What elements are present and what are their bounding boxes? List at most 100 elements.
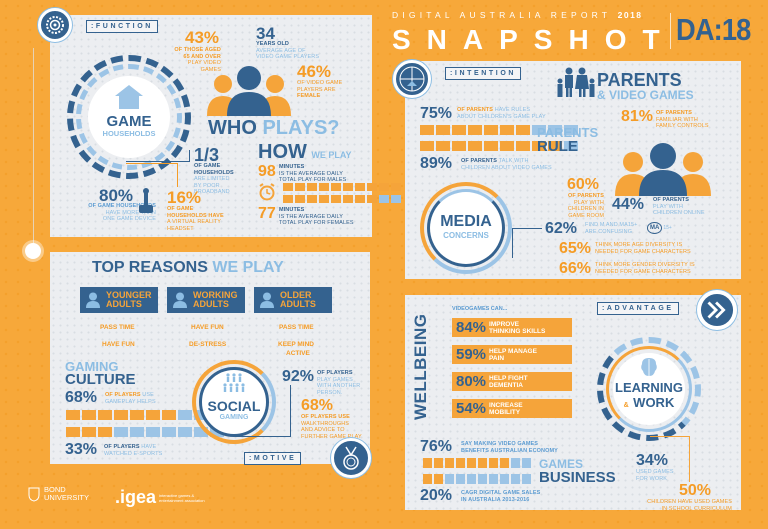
stat-81-line2: FAMILIAR WITH bbox=[656, 116, 698, 123]
parents-title: PARENTS bbox=[597, 70, 682, 90]
timeline-node bbox=[25, 243, 41, 259]
group-younger-a: YOUNGER bbox=[106, 290, 152, 300]
stat-34w-value: 34% bbox=[636, 452, 669, 469]
top-reasons-b: WE PLAY bbox=[212, 259, 284, 276]
stat-75-value: 75% bbox=[420, 105, 453, 122]
stat-43-value: 43% bbox=[185, 28, 220, 47]
wb-54-l1: INCREASE bbox=[489, 401, 523, 409]
stat-34w-text: USED GAMES FOR WORK bbox=[636, 469, 674, 482]
females-minutes-value: 77 bbox=[258, 205, 276, 222]
stat-81-line1: OF PARENTS bbox=[656, 110, 693, 116]
person-icon bbox=[260, 292, 274, 308]
how-we-play-title: HOW WE PLAY bbox=[258, 141, 352, 164]
stat-33-line2: WATCHED E-SPORTS bbox=[104, 450, 163, 457]
stat-66-line2: NEEDED FOR GAME CHARACTERS bbox=[595, 268, 691, 275]
stat-16-line4: HEADSET bbox=[167, 225, 194, 232]
stat-13-line3: ARE LIMITED bbox=[194, 176, 230, 182]
group-working-b: ADULTS bbox=[193, 299, 229, 309]
stat-13-line4: BY POOR bbox=[194, 182, 220, 189]
games-business-a: GAMES bbox=[539, 457, 584, 471]
header: DIGITAL AUSTRALIA REPORT 2018 SNAPSHOT D… bbox=[392, 10, 762, 55]
bond-university-logo: BOND UNIVERSITY bbox=[28, 486, 89, 502]
wb-54-l2: MOBILITY bbox=[489, 408, 521, 416]
stat-65-line1: THINK MORE AGE DIVERSITY IS bbox=[595, 242, 683, 248]
stat-50-line2: IN SCHOOL CURRICULUM bbox=[661, 505, 732, 512]
females-line1: IS THE AVERAGE DAILY bbox=[279, 213, 344, 220]
games-business-b: BUSINESS bbox=[539, 469, 616, 486]
group-working-a: WORKING bbox=[193, 290, 238, 300]
stat-20-text: CAGR DIGITAL GAME SALES IN AUSTRALIA 201… bbox=[461, 490, 540, 503]
connector-92 bbox=[235, 385, 291, 437]
gaming-culture-b: CULTURE bbox=[65, 371, 136, 388]
wb-80-value: 80% bbox=[456, 373, 487, 390]
stat-80-line2: HAVE MORE THAN bbox=[105, 209, 156, 216]
stat-43-line2: 65 AND OVER bbox=[183, 53, 221, 60]
bond-a: BOND bbox=[44, 485, 66, 494]
person-icon bbox=[86, 292, 100, 308]
media-ring-inner bbox=[427, 189, 505, 267]
stat-92-value: 92% bbox=[282, 368, 315, 385]
how-title-b: WE PLAY bbox=[311, 150, 352, 160]
stat-20-line1: CAGR DIGITAL GAME SALES bbox=[461, 490, 541, 496]
wb-84-value: 84% bbox=[456, 319, 487, 336]
stat-44-text: OF PARENTS PLAY WITH CHILDREN ONLINE bbox=[653, 197, 705, 217]
function-badge: :FUNCTION bbox=[86, 20, 158, 33]
stat-75-bars bbox=[420, 125, 578, 135]
stat-80-text: OF GAME HOUSEHOLDS HAVE MORE THAN ONE GA… bbox=[60, 203, 156, 223]
stat-34-text: YEARS OLD AVERAGE AGE OF VIDEO GAME PLAY… bbox=[256, 41, 319, 61]
intention-badge: :INTENTION bbox=[445, 67, 522, 80]
stat-60-line1: OF PARENTS bbox=[567, 193, 604, 199]
igea-sub1: interactive games & bbox=[159, 492, 195, 498]
learning-work-ring bbox=[597, 337, 701, 441]
wb-59-l1: HELP MANAGE bbox=[489, 347, 537, 355]
advantage-badge: :ADVANTAGE bbox=[597, 302, 679, 315]
stat-68b-line2: WALKTHROUGHS bbox=[301, 420, 350, 427]
top-reasons-a: TOP REASONS bbox=[92, 259, 208, 276]
stat-34-line2: AVERAGE AGE OF bbox=[256, 47, 306, 54]
learning-ring-orange bbox=[606, 346, 692, 432]
stat-68a-text: OF PLAYERS USE GAMEPLAY HELPS bbox=[105, 392, 156, 405]
wellbeing-row-80: 80% HELP FIGHT DEMENTIA bbox=[452, 372, 572, 391]
stat-34-line1: YEARS OLD bbox=[256, 41, 289, 47]
social-title: SOCIAL bbox=[207, 398, 261, 414]
stat-60-line4: GAME ROOM bbox=[568, 212, 604, 219]
stat-68b-line3: AND ADVICE TO bbox=[301, 427, 345, 433]
stat-66-value: 66% bbox=[559, 260, 592, 277]
stat-33-value: 33% bbox=[65, 441, 98, 458]
bond-b: UNIVERSITY bbox=[44, 493, 90, 502]
stat-16-line3: A VIRTUAL REALITY bbox=[167, 219, 221, 225]
stat-76-bars bbox=[423, 458, 531, 468]
stat-46-value: 46% bbox=[297, 62, 332, 81]
stat-20-value: 20% bbox=[420, 487, 453, 504]
stat-75-hl: OF PARENTS bbox=[457, 107, 494, 113]
stat-16-value: 16% bbox=[167, 188, 202, 207]
stat-92-line1: OF PLAYERS bbox=[317, 370, 353, 376]
stat-80-line3: ONE GAME DEVICE bbox=[102, 216, 156, 222]
media-concerns-ring bbox=[420, 182, 512, 274]
reason-older-2: KEEP MIND bbox=[278, 341, 314, 348]
stat-33-hl: OF PLAYERS bbox=[104, 444, 140, 450]
wb-80-l2: DEMENTIA bbox=[489, 381, 523, 389]
males-label: MINUTES bbox=[279, 164, 305, 170]
group-older-adults: OLDER ADULTS bbox=[254, 287, 332, 313]
stat-60-line2: PLAY WITH bbox=[573, 199, 604, 206]
stat-20-bars bbox=[423, 474, 531, 484]
stat-76-line2: BENEFITS AUSTRALIAN ECONOMY bbox=[461, 447, 558, 454]
people-icon bbox=[219, 373, 249, 398]
stat-81-line3: FAMILY CONTROLS bbox=[656, 123, 709, 129]
males-line2: TOTAL PLAY FOR MALES bbox=[279, 177, 347, 183]
learning-subtitle: & WORK bbox=[612, 394, 686, 412]
igea-logo: .igea interactive games & entertainment … bbox=[115, 487, 205, 508]
stat-68b-line4: FURTHER GAME PLAY bbox=[301, 433, 362, 440]
stat-89-rest: TALK WITH bbox=[498, 158, 529, 164]
parents-rule-b: RULE bbox=[537, 138, 578, 155]
players-group-icon bbox=[205, 64, 293, 121]
who-plays-title: WHO PLAYS? bbox=[208, 117, 340, 140]
connector-media bbox=[512, 228, 542, 258]
shield-icon bbox=[28, 487, 40, 502]
stat-66-line1: THINK MORE GENDER DIVERSITY IS bbox=[595, 262, 695, 268]
stat-44-line3: CHILDREN ONLINE bbox=[653, 210, 705, 216]
stat-92-line3: WITH ANOTHER bbox=[317, 383, 361, 389]
subtitle-prefix: DIGITAL AUSTRALIA REPORT bbox=[392, 10, 612, 20]
how-title-a: HOW bbox=[258, 141, 307, 163]
